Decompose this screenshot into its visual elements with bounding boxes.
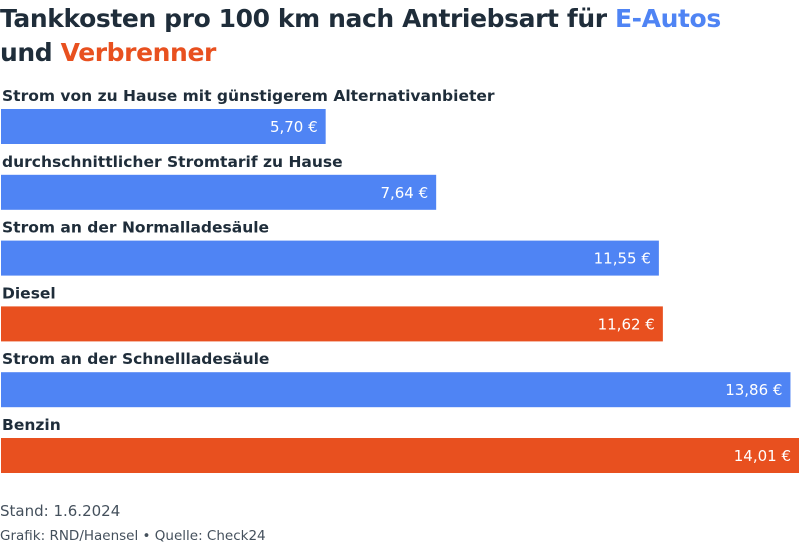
category-label-strom-an-der-normalladesäule: Strom an der Normalladesäule: [2, 219, 269, 237]
title-part-2: und: [0, 38, 61, 67]
category-label-strom-an-der-schnellladesäule: Strom an der Schnellladesäule: [2, 350, 269, 368]
category-label-durchschnittlicher-stromtarif-zu-hause: durchschnittlicher Stromtarif zu Hause: [2, 153, 343, 171]
value-label-durchschnittlicher-stromtarif-zu-hause: 7,64 €: [380, 184, 428, 202]
value-label-strom-an-der-schnellladesäule: 13,86 €: [725, 381, 782, 399]
value-label-strom-von-zu-hause-mit-günstigerem-alternativanbieter: 5,70 €: [270, 118, 318, 136]
source-credits: Grafik: RND/Haensel • Quelle: Check24: [0, 528, 266, 544]
title-highlight-verbrenner: Verbrenner: [60, 38, 217, 67]
category-label-diesel: Diesel: [2, 284, 56, 302]
value-label-diesel: 11,62 €: [598, 315, 655, 333]
chart-title: Tankkosten pro 100 km nach Antriebsart f…: [0, 2, 780, 70]
bar-strom-an-der-schnellladesäule: [1, 372, 791, 408]
value-label-strom-an-der-normalladesäule: 11,55 €: [594, 250, 651, 268]
bar-strom-von-zu-hause-mit-günstigerem-alternativanbieter: [1, 109, 326, 144]
stand-date: Stand: 1.6.2024: [0, 502, 121, 520]
bar-benzin: [1, 438, 799, 473]
category-label-benzin: Benzin: [2, 416, 61, 434]
bar-durchschnittlicher-stromtarif-zu-hause: [1, 174, 437, 210]
title-highlight-e-autos: E-Autos: [615, 4, 721, 33]
bar-strom-an-der-normalladesäule: [1, 240, 659, 276]
value-label-benzin: 14,01 €: [734, 447, 791, 465]
category-label-strom-von-zu-hause-mit-günstigerem-alternativanbieter: Strom von zu Hause mit günstigerem Alter…: [2, 87, 495, 105]
bar-diesel: [1, 306, 663, 342]
title-part-1: Tankkosten pro 100 km nach Antriebsart f…: [0, 4, 615, 33]
